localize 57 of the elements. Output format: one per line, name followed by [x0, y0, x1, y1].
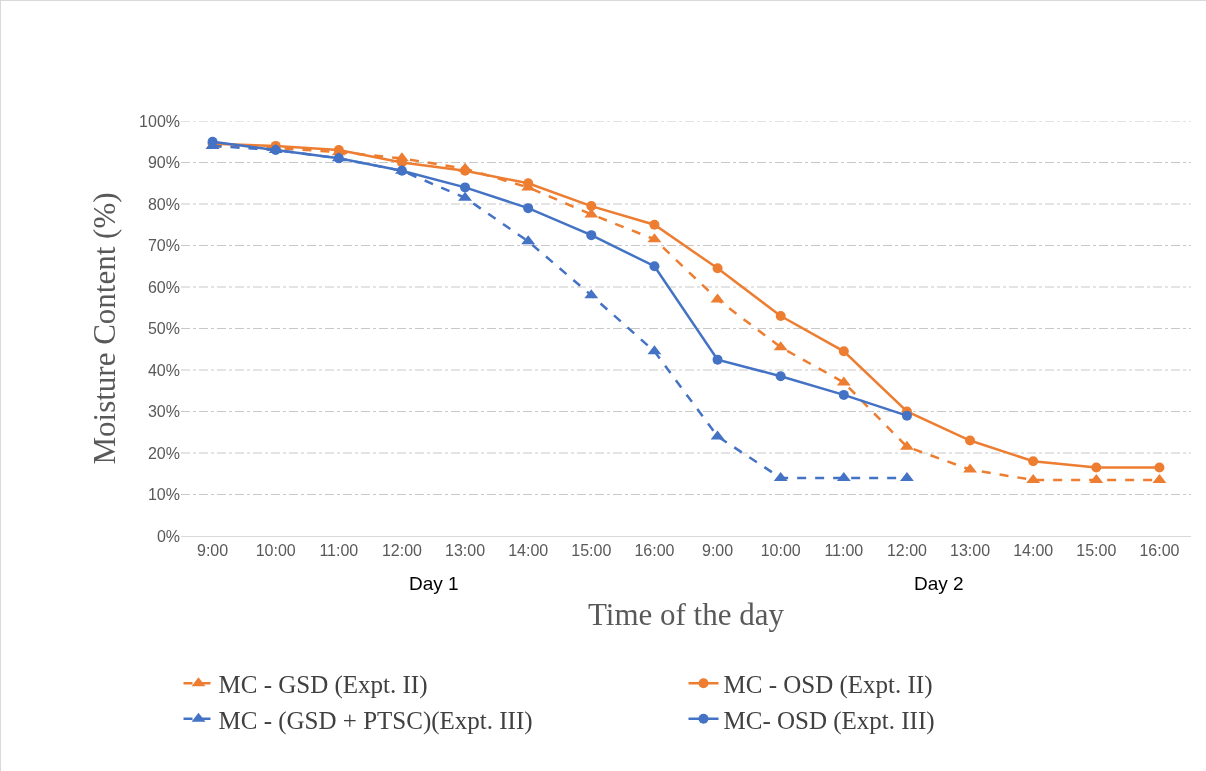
point	[901, 410, 912, 421]
y-tick-label: 20%	[147, 444, 180, 462]
x-tick-label: 16:00	[634, 542, 675, 560]
x-tick-label: 11:00	[319, 542, 359, 560]
point	[649, 261, 660, 272]
legend-label: MC - GSD (Expt. II)	[218, 671, 428, 699]
y-tick-label: 60%	[147, 278, 180, 296]
y-tick-label: 10%	[147, 486, 180, 504]
point	[775, 311, 786, 322]
point	[712, 263, 723, 274]
text: Day 2	[914, 573, 964, 594]
point	[649, 219, 660, 230]
point	[1028, 456, 1039, 467]
x-tick-label: 9:00	[701, 542, 734, 560]
point	[586, 230, 597, 241]
y-tick-label: 30%	[147, 403, 180, 421]
y-tick-label: 70%	[147, 237, 180, 255]
x-tick-label: 15:00	[1076, 542, 1117, 560]
x-tick-label: 10:00	[760, 542, 801, 560]
point	[1091, 462, 1102, 473]
point	[1154, 462, 1165, 473]
x-tick-label: 13:00	[950, 542, 991, 560]
point	[458, 191, 472, 201]
point	[586, 201, 597, 212]
point	[460, 182, 471, 193]
y-tick-label: 40%	[147, 361, 180, 379]
x-tick-label: 12:00	[886, 542, 928, 560]
point	[900, 440, 914, 450]
x-tick-label: 14:00	[508, 542, 549, 560]
point	[838, 346, 849, 357]
point	[712, 354, 723, 365]
x-tick-label: 14:00	[1013, 542, 1054, 560]
x-tick-label: 13:00	[445, 542, 486, 560]
x-tick-label: 16:00	[1139, 542, 1180, 560]
legend-label: MC - (GSD + PTSC)(Expt. III)	[218, 706, 533, 735]
x-tick-label: 9:00	[196, 542, 229, 560]
y-tick-label: 90%	[147, 154, 180, 172]
y-axis-title: Moisture Content (%)	[86, 192, 122, 465]
point	[460, 165, 471, 176]
x-tick-label: 12:00	[381, 542, 423, 560]
x-tick-label: 11:00	[824, 542, 864, 560]
text: Day 1	[409, 573, 459, 594]
y-tick-label: 100%	[139, 112, 180, 130]
x-axis-title: Time of the day	[587, 597, 785, 633]
point	[900, 471, 914, 481]
y-tick-label: 50%	[147, 320, 180, 338]
point	[965, 435, 976, 446]
point	[523, 203, 534, 214]
point	[838, 389, 849, 400]
x-tick-label: 15:00	[571, 542, 612, 560]
point	[963, 463, 977, 473]
y-tick-label: 0%	[156, 527, 180, 545]
x-tick-label: 10:00	[255, 542, 296, 560]
legend-label: MC - OSD (Expt. II)	[723, 671, 933, 699]
point	[775, 371, 786, 382]
legend-label: MC- OSD (Expt. III)	[723, 706, 935, 735]
y-tick-label: 80%	[147, 195, 180, 213]
